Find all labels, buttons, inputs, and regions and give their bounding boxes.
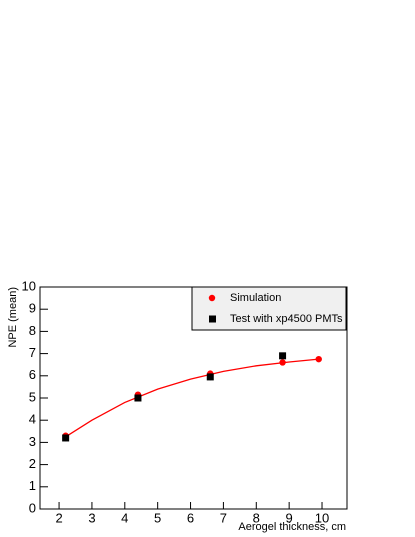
y-tick-label: 4: [29, 412, 36, 427]
point: [279, 352, 287, 360]
point: [315, 355, 322, 363]
y-tick-label: 6: [29, 367, 36, 382]
x-tick-label: 6: [187, 510, 194, 525]
y-tick-label: 10: [22, 278, 36, 293]
y-tick-label: 7: [29, 345, 36, 360]
x-tick-label: 9: [286, 510, 293, 525]
point: [134, 394, 142, 402]
x-tick-label: 5: [154, 510, 161, 525]
y-tick-label: 2: [29, 456, 36, 471]
fit-curve: [65, 358, 319, 438]
x-axis-title: Aerogel thickness, cm: [238, 521, 346, 533]
x-tick-label: 3: [88, 510, 95, 525]
y-tick-label: 9: [29, 301, 36, 316]
x-tick-label: 8: [253, 510, 260, 525]
y-tick-label: 5: [29, 389, 36, 404]
legend-box: [191, 286, 347, 331]
legend-marker: [209, 315, 216, 323]
point: [279, 359, 286, 366]
point: [62, 434, 70, 442]
x-tick-label: 4: [121, 510, 128, 525]
y-tick-label: 1: [29, 478, 36, 493]
y-tick-label: 3: [29, 434, 36, 449]
legend-label: Simulation: [230, 292, 281, 304]
legend-marker: [208, 294, 216, 302]
legend-label: Test with xp4500 PMTs: [230, 313, 343, 325]
y-axis-title: NPE (mean): [7, 287, 19, 348]
y-tick-label: 8: [29, 323, 36, 338]
x-tick-label: 10: [315, 510, 329, 525]
y-tick-label: 0: [29, 500, 36, 515]
point: [206, 373, 214, 381]
x-tick-label: 7: [220, 510, 227, 525]
x-tick-label: 2: [55, 510, 62, 525]
